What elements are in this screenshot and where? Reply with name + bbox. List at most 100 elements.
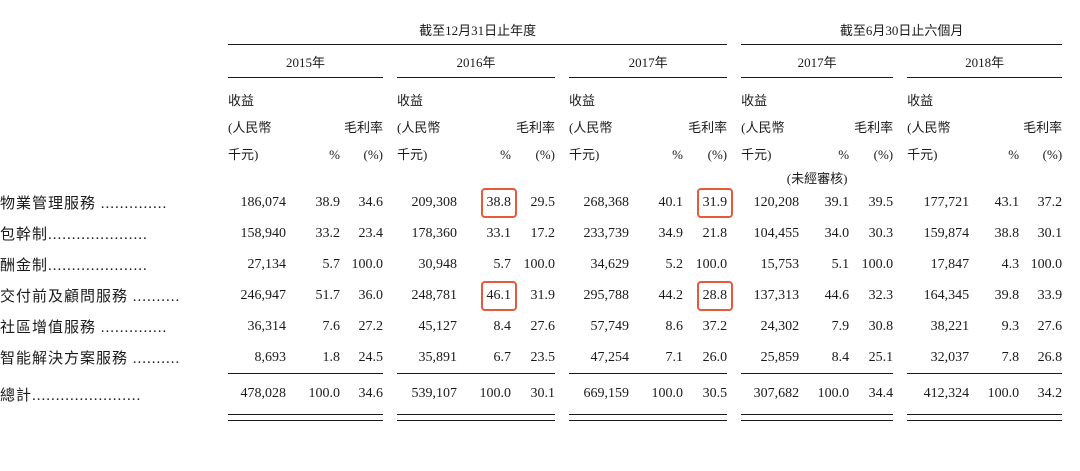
revenue-column-header: 收益 (人民幣 千元) bbox=[741, 93, 785, 162]
column-label-row: 收益 (人民幣 千元) % 毛利率 (%) 收益 (人民幣 千元) % 毛利率 (%) 收益… bbox=[0, 78, 1062, 169]
table-cell: 35,891 bbox=[418, 349, 458, 365]
table-cell: 25.1 bbox=[868, 349, 894, 365]
table-cell-highlighted: 31.9 bbox=[683, 187, 734, 218]
margin-column-header: 毛利率 (%) bbox=[343, 120, 383, 162]
double-underline bbox=[629, 414, 683, 421]
table-cell: 17,847 bbox=[930, 256, 970, 272]
year-header-2018-half: 2018年 bbox=[907, 44, 1063, 78]
table-cell: 37.2 bbox=[1037, 194, 1063, 210]
table-cell: 24,302 bbox=[760, 318, 800, 334]
table-cell: 8.4 bbox=[493, 318, 512, 334]
table-cell: 44.2 bbox=[658, 287, 684, 303]
table-cell: 295,788 bbox=[583, 287, 630, 303]
table-cell: 57,749 bbox=[590, 318, 630, 334]
percent-column-header: % bbox=[329, 147, 340, 162]
table-cell: 34.2 bbox=[1019, 373, 1063, 415]
table-cell: 27.6 bbox=[1037, 318, 1063, 334]
double-underline bbox=[511, 414, 555, 421]
table-cell: 31.9 bbox=[530, 287, 556, 303]
row-label: 包幹制..................... bbox=[0, 227, 148, 243]
table-cell: 27.2 bbox=[358, 318, 384, 334]
table-cell: 30.5 bbox=[683, 373, 728, 415]
table-cell: 34.9 bbox=[658, 225, 684, 241]
table-cell: 51.7 bbox=[315, 287, 341, 303]
table-cell: 39.1 bbox=[824, 194, 850, 210]
table-cell-highlighted: 38.8 bbox=[457, 187, 517, 218]
table-cell: 27,134 bbox=[247, 256, 287, 272]
year-header-2016: 2016年 bbox=[397, 44, 555, 78]
table-row-total: 總計....................... 478,028 100.0 … bbox=[0, 373, 1063, 415]
table-cell: 47,254 bbox=[590, 349, 630, 365]
revenue-column-header: 收益 (人民幣 千元) bbox=[397, 93, 441, 162]
year-header-2017-half: 2017年 bbox=[741, 44, 894, 78]
table-cell: 8.4 bbox=[831, 349, 850, 365]
double-underline bbox=[228, 414, 286, 421]
table-cell: 39.5 bbox=[868, 194, 894, 210]
table-cell: 34,629 bbox=[590, 256, 630, 272]
table-cell: 246,947 bbox=[240, 287, 287, 303]
table-cell: 100.0 bbox=[799, 373, 850, 415]
table-cell: 137,313 bbox=[753, 287, 800, 303]
revenue-column-header: 收益 (人民幣 千元) bbox=[228, 93, 272, 162]
revenue-column-header: 收益 (人民幣 千元) bbox=[569, 93, 613, 162]
table-cell: 4.3 bbox=[1001, 256, 1020, 272]
revenue-margin-table: 截至12月31日止年度 截至6月30日止六個月 2015年 2016年 2017… bbox=[0, 14, 1063, 421]
table-cell: 30.1 bbox=[1037, 225, 1063, 241]
table-cell: 45,127 bbox=[418, 318, 458, 334]
table-row-pre-delivery-consulting: 交付前及顧問服務 .......... 246,947 51.7 36.0 24… bbox=[0, 280, 1062, 311]
table-cell: 100.0 bbox=[1030, 256, 1063, 272]
table-cell-highlighted: 46.1 bbox=[457, 280, 517, 311]
double-underline bbox=[397, 414, 457, 421]
table-cell: 268,368 bbox=[583, 194, 630, 210]
table-cell: 21.8 bbox=[702, 225, 728, 241]
table-cell: 120,208 bbox=[753, 194, 800, 210]
table-cell: 36.0 bbox=[358, 287, 384, 303]
table-cell: 100.0 bbox=[969, 373, 1020, 415]
table-cell: 248,781 bbox=[411, 287, 458, 303]
table-cell: 539,107 bbox=[397, 373, 457, 415]
table-cell: 164,345 bbox=[923, 287, 970, 303]
table-cell: 34.0 bbox=[824, 225, 850, 241]
table-cell: 37.2 bbox=[702, 318, 728, 334]
table-cell: 33.9 bbox=[1037, 287, 1063, 303]
table-cell: 307,682 bbox=[741, 373, 800, 415]
table-cell: 30.3 bbox=[868, 225, 894, 241]
percent-column-header: % bbox=[838, 147, 850, 162]
table-cell: 209,308 bbox=[411, 194, 458, 210]
table-cell: 34.6 bbox=[358, 194, 384, 210]
double-underline bbox=[1019, 414, 1063, 421]
row-label: 智能解決方案服務 .......... bbox=[0, 351, 181, 368]
table-cell: 29.5 bbox=[530, 194, 556, 210]
year-header-2017: 2017年 bbox=[569, 44, 728, 78]
margin-column-header: 毛利率 (%) bbox=[688, 120, 728, 162]
table-cell: 38.9 bbox=[315, 194, 341, 210]
table-cell: 25,859 bbox=[760, 349, 800, 365]
fiscal-period-header: 截至12月31日止年度 bbox=[228, 14, 728, 45]
table-cell: 412,324 bbox=[907, 373, 970, 415]
year-header-row: 2015年 2016年 2017年 2017年 2018年 bbox=[0, 44, 1063, 78]
double-underline bbox=[969, 414, 1020, 421]
double-underline bbox=[849, 414, 894, 421]
table-cell: 32.3 bbox=[868, 287, 894, 303]
table-cell: 159,874 bbox=[923, 225, 970, 241]
table-cell: 158,940 bbox=[240, 225, 287, 241]
table-cell: 38.8 bbox=[994, 225, 1020, 241]
table-cell: 27.6 bbox=[530, 318, 556, 334]
table-cell: 26.0 bbox=[702, 349, 728, 365]
table-cell: 5.2 bbox=[665, 256, 684, 272]
table-cell: 33.2 bbox=[315, 225, 341, 241]
table-cell: 17.2 bbox=[530, 225, 556, 241]
table-cell: 43.1 bbox=[994, 194, 1020, 210]
row-label: 物業管理服務 .............. bbox=[0, 196, 168, 212]
table-cell: 5.1 bbox=[831, 256, 850, 272]
double-underline bbox=[683, 414, 728, 421]
table-cell: 40.1 bbox=[658, 194, 684, 210]
table-cell: 5.7 bbox=[322, 256, 341, 272]
table-cell: 26.8 bbox=[1037, 349, 1063, 365]
table-cell: 100.0 bbox=[457, 373, 511, 415]
table-cell: 8,693 bbox=[254, 349, 287, 365]
table-row-commission: 酬金制..................... 27,134 5.7 100.… bbox=[0, 249, 1062, 280]
table-cell: 30.8 bbox=[868, 318, 894, 334]
table-row-smart-solutions: 智能解決方案服務 .......... 8,693 1.8 24.5 35,89… bbox=[0, 342, 1062, 374]
row-label: 酬金制..................... bbox=[0, 258, 148, 274]
